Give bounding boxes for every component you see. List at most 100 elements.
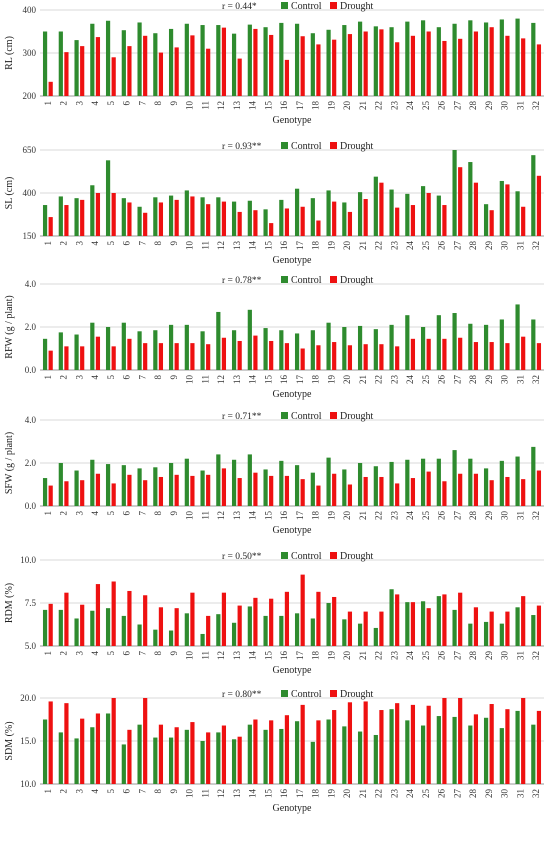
control-bar — [90, 459, 95, 506]
y-tick-label: 7.5 — [25, 598, 37, 608]
x-tick-label: 19 — [326, 651, 336, 661]
y-axis-title: RFW (g / plant) — [4, 295, 15, 358]
control-bar — [247, 24, 252, 96]
drought-bar — [64, 346, 69, 370]
control-bar — [168, 195, 174, 236]
control-bar — [121, 30, 126, 96]
drought-bar — [536, 710, 542, 784]
y-tick-label: 10.0 — [20, 779, 36, 789]
drought-bar — [426, 193, 431, 236]
x-tick-label: 11 — [200, 375, 210, 384]
x-tick-label: 1 — [43, 241, 53, 246]
drought-bar — [269, 340, 274, 370]
x-tick-label: 26 — [437, 511, 447, 521]
drought-bar — [269, 223, 274, 236]
x-tick-label: 4 — [90, 511, 100, 516]
drought-bar — [410, 478, 416, 506]
drought-bar — [489, 27, 494, 97]
x-tick-label: 23 — [389, 375, 399, 385]
x-tick-label: 10 — [185, 511, 195, 521]
correlation-annotation: r = 0.44* — [222, 2, 257, 12]
x-tick-label: 7 — [137, 375, 147, 380]
drought-bar — [206, 344, 211, 370]
control-bar — [373, 329, 378, 370]
control-bar — [137, 206, 142, 236]
drought-bar — [237, 58, 242, 96]
control-bar — [200, 197, 205, 236]
x-tick-label: 13 — [232, 241, 242, 251]
x-tick-label: 24 — [405, 241, 415, 251]
control-bar — [389, 324, 394, 370]
drought-bar — [111, 346, 116, 370]
drought-bar — [426, 31, 431, 96]
x-tick-label: 14 — [248, 651, 258, 661]
y-tick-label: 200 — [23, 91, 37, 101]
drought-bar — [48, 701, 53, 784]
x-tick-label: 8 — [153, 511, 163, 516]
x-tick-label: 16 — [279, 789, 289, 799]
control-bar — [184, 458, 189, 506]
drought-bar — [489, 342, 494, 370]
control-bar — [357, 463, 363, 506]
control-bar — [389, 461, 394, 506]
drought-bar — [458, 473, 463, 506]
x-tick-label: 1 — [43, 375, 53, 380]
x-tick-label: 22 — [374, 651, 384, 660]
drought-bar — [379, 344, 384, 370]
control-bar — [499, 728, 504, 784]
x-tick-label: 19 — [326, 789, 336, 799]
control-bar — [342, 469, 347, 506]
control-bar — [342, 202, 347, 236]
control-bar — [137, 468, 142, 507]
x-tick-label: 27 — [452, 101, 462, 111]
control-bar — [121, 744, 126, 784]
drought-bar — [111, 698, 116, 784]
x-tick-label: 8 — [153, 651, 163, 656]
x-tick-label: 25 — [421, 375, 431, 385]
control-bar — [468, 20, 473, 96]
control-bar — [153, 33, 158, 96]
drought-bar — [174, 199, 179, 236]
drought-bar — [95, 584, 101, 646]
legend-control-swatch — [281, 2, 288, 9]
legend-control-swatch — [281, 412, 288, 419]
correlation-annotation: r = 0.78** — [222, 276, 262, 286]
x-tick-label: 3 — [74, 511, 84, 516]
control-bar — [137, 724, 142, 784]
control-bar — [389, 709, 394, 784]
drought-bar — [395, 346, 400, 370]
x-tick-label: 25 — [421, 241, 431, 251]
drought-bar — [269, 720, 274, 784]
control-bar — [436, 195, 441, 236]
x-tick-label: 2 — [59, 511, 69, 516]
control-bar — [452, 150, 457, 236]
drought-bar — [127, 590, 132, 646]
x-tick-label: 5 — [106, 651, 116, 656]
drought-bar — [410, 35, 416, 96]
drought-bar — [442, 338, 447, 370]
drought-bar — [473, 607, 479, 646]
control-bar — [90, 322, 95, 370]
drought-bar — [426, 471, 431, 506]
control-bar — [231, 330, 237, 370]
x-tick-label: 5 — [106, 511, 116, 516]
drought-bar — [300, 574, 305, 646]
x-tick-label: 28 — [468, 241, 478, 251]
control-bar — [452, 450, 457, 506]
x-tick-label: 26 — [437, 241, 447, 251]
drought-bar — [253, 472, 258, 506]
drought-bar — [127, 338, 132, 370]
x-tick-label: 18 — [311, 241, 321, 251]
control-bar — [405, 193, 410, 236]
x-tick-label: 20 — [342, 101, 352, 111]
control-bar — [389, 27, 394, 97]
x-axis-title: Genotype — [273, 803, 312, 814]
drought-bar — [143, 480, 148, 506]
control-bar — [153, 330, 158, 370]
y-tick-label: 650 — [23, 145, 37, 155]
drought-bar — [347, 611, 353, 646]
control-bar — [342, 619, 347, 646]
x-tick-label: 17 — [295, 651, 305, 661]
control-bar — [105, 20, 111, 96]
